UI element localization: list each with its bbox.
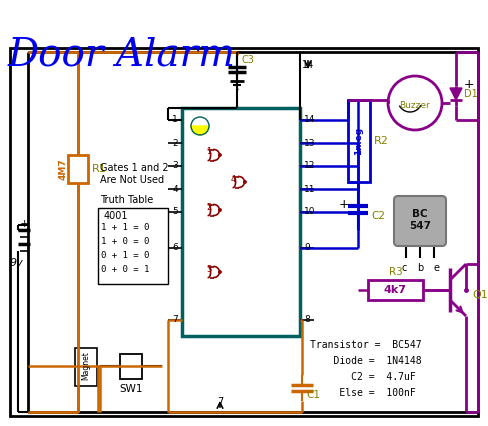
- Text: 13: 13: [304, 138, 316, 147]
- Text: C1: C1: [306, 390, 320, 400]
- Text: b: b: [417, 263, 423, 273]
- Text: R1: R1: [92, 164, 107, 174]
- Text: 9v: 9v: [10, 258, 24, 268]
- Text: 1meg: 1meg: [354, 127, 364, 155]
- Bar: [68, 155, 88, 183]
- Text: D1: D1: [464, 89, 478, 99]
- Text: 1: 1: [206, 147, 212, 156]
- Text: 3: 3: [172, 161, 178, 170]
- Text: 4k7: 4k7: [384, 285, 407, 295]
- Text: 2: 2: [172, 138, 178, 147]
- Text: Q1: Q1: [472, 290, 488, 300]
- Text: 2: 2: [206, 202, 212, 211]
- Bar: [10, 48, 478, 416]
- Text: +: +: [339, 198, 349, 210]
- Bar: [348, 100, 370, 182]
- Bar: [368, 280, 423, 300]
- Text: 11: 11: [304, 184, 316, 193]
- Text: BC
547: BC 547: [409, 209, 431, 231]
- Text: SW1: SW1: [119, 384, 143, 394]
- Text: Truth Table: Truth Table: [100, 195, 153, 205]
- Text: 4001: 4001: [104, 211, 128, 221]
- Text: Door Alarm: Door Alarm: [8, 36, 236, 73]
- Text: 0 + 1 = 0: 0 + 1 = 0: [101, 251, 149, 261]
- Text: 1: 1: [172, 115, 178, 124]
- Wedge shape: [191, 126, 209, 135]
- Text: +: +: [464, 78, 475, 90]
- FancyBboxPatch shape: [394, 196, 446, 246]
- Text: 1 + 0 = 0: 1 + 0 = 0: [101, 238, 149, 247]
- Text: R3: R3: [388, 267, 403, 277]
- Text: c: c: [401, 263, 407, 273]
- Text: C3: C3: [241, 55, 254, 65]
- Text: Magnet: Magnet: [81, 351, 90, 380]
- Bar: [120, 354, 142, 379]
- Text: +: +: [20, 219, 29, 229]
- Text: 4M7: 4M7: [59, 158, 67, 180]
- Text: 7: 7: [172, 316, 178, 325]
- Text: 4: 4: [230, 175, 236, 184]
- Text: Buzzer: Buzzer: [400, 101, 430, 109]
- Text: 8: 8: [304, 316, 310, 325]
- Text: C2: C2: [371, 211, 385, 221]
- Bar: [98, 208, 168, 284]
- Text: Are Not Used: Are Not Used: [100, 175, 164, 185]
- Text: 0 + 0 = 1: 0 + 0 = 1: [101, 265, 149, 274]
- Bar: [182, 108, 300, 336]
- Text: e: e: [433, 263, 439, 273]
- Text: 14: 14: [304, 115, 315, 124]
- Text: 10: 10: [304, 207, 316, 216]
- Text: 4: 4: [172, 184, 178, 193]
- Text: 7: 7: [217, 397, 223, 407]
- Text: 14: 14: [302, 60, 314, 70]
- Text: 1 + 1 = 0: 1 + 1 = 0: [101, 224, 149, 233]
- Text: 3: 3: [206, 265, 212, 273]
- Text: Transistor =  BC547
    Diode =  1N4148
       C2 =  4.7uF
     Else =  100nF: Transistor = BC547 Diode = 1N4148 C2 = 4…: [310, 340, 422, 398]
- Text: 9: 9: [304, 244, 310, 253]
- Text: 5: 5: [172, 207, 178, 216]
- Polygon shape: [450, 88, 462, 100]
- Bar: [75, 348, 97, 386]
- Text: 6: 6: [172, 244, 178, 253]
- Text: R2: R2: [374, 136, 389, 146]
- Text: 12: 12: [304, 161, 315, 170]
- Text: Gates 1 and 2: Gates 1 and 2: [100, 163, 169, 173]
